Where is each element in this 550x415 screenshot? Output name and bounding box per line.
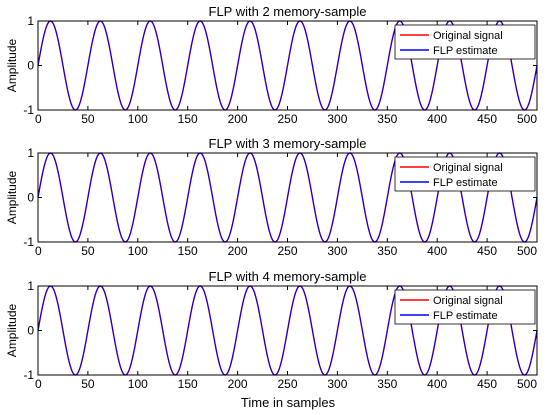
x-tick-label: 200 bbox=[228, 112, 248, 126]
x-tick-label: 150 bbox=[178, 112, 198, 126]
chart-title: FLP with 3 memory-sample bbox=[209, 136, 367, 151]
figure-x-axis-label: Time in samples bbox=[241, 395, 336, 410]
legend-entry-label: Original signal bbox=[433, 30, 503, 42]
y-tick-label: 0 bbox=[27, 59, 34, 73]
subplot-3: FLP with 4 memory-sample Amplitude 0 50 100 1… bbox=[5, 269, 538, 391]
x-tick-label: 250 bbox=[277, 244, 297, 258]
y-tick-label: 0 bbox=[27, 324, 34, 338]
x-tick-label: 400 bbox=[427, 244, 447, 258]
x-tick-label: 0 bbox=[35, 112, 42, 126]
x-tick-label: 500 bbox=[517, 112, 537, 126]
x-tick-label: 350 bbox=[377, 244, 397, 258]
x-tick-label: 0 bbox=[35, 244, 42, 258]
x-tick-label: 200 bbox=[228, 377, 248, 391]
x-tick-label: 300 bbox=[327, 377, 347, 391]
legend: Original signal FLP estimate bbox=[394, 289, 536, 325]
x-tick-label: 350 bbox=[377, 377, 397, 391]
x-tick-label: 200 bbox=[228, 244, 248, 258]
subplot-2: FLP with 3 memory-sample Amplitude 0 50 100 1… bbox=[5, 136, 538, 258]
x-tick-label: 450 bbox=[477, 377, 497, 391]
legend-box bbox=[394, 156, 536, 192]
legend-box bbox=[394, 24, 536, 60]
x-tick-label: 150 bbox=[178, 244, 198, 258]
y-tick-label: -1 bbox=[23, 235, 34, 249]
x-tick-label: 250 bbox=[277, 112, 297, 126]
x-tick-label: 400 bbox=[427, 377, 447, 391]
x-tick-label: 450 bbox=[477, 112, 497, 126]
legend-box bbox=[394, 289, 536, 325]
y-tick-label: 1 bbox=[27, 14, 34, 28]
legend: Original signal FLP estimate bbox=[394, 24, 536, 60]
y-axis-label: Amplitude bbox=[5, 39, 19, 93]
x-tick-label: 500 bbox=[517, 377, 537, 391]
x-tick-label: 100 bbox=[128, 244, 148, 258]
y-tick-label: 1 bbox=[27, 146, 34, 160]
legend-entry-label: Original signal bbox=[433, 162, 503, 174]
legend-entry-label: FLP estimate bbox=[433, 310, 498, 322]
chart-title: FLP with 4 memory-sample bbox=[209, 269, 367, 284]
x-tick-label: 50 bbox=[81, 377, 95, 391]
x-tick-label: 50 bbox=[81, 112, 95, 126]
y-tick-label: 0 bbox=[27, 191, 34, 205]
legend-entry-label: FLP estimate bbox=[433, 177, 498, 189]
x-tick-label: 250 bbox=[277, 377, 297, 391]
x-tick-label: 500 bbox=[517, 244, 537, 258]
x-tick-label: 100 bbox=[128, 112, 148, 126]
x-tick-label: 50 bbox=[81, 244, 95, 258]
x-tick-label: 150 bbox=[178, 377, 198, 391]
x-tick-label: 100 bbox=[128, 377, 148, 391]
legend-entry-label: FLP estimate bbox=[433, 45, 498, 57]
x-tick-label: 0 bbox=[35, 377, 42, 391]
subplot-1: FLP with 2 memory-sample Amplitude 0 50 100 1… bbox=[5, 4, 538, 126]
legend: Original signal FLP estimate bbox=[394, 156, 536, 192]
chart-title: FLP with 2 memory-sample bbox=[209, 4, 367, 19]
y-tick-label: -1 bbox=[23, 368, 34, 382]
x-tick-label: 350 bbox=[377, 112, 397, 126]
y-axis-label: Amplitude bbox=[5, 304, 19, 358]
y-tick-label: -1 bbox=[23, 103, 34, 117]
x-tick-label: 400 bbox=[427, 112, 447, 126]
y-axis-label: Amplitude bbox=[5, 171, 19, 225]
x-tick-label: 450 bbox=[477, 244, 497, 258]
x-tick-label: 300 bbox=[327, 244, 347, 258]
x-tick-label: 300 bbox=[327, 112, 347, 126]
legend-entry-label: Original signal bbox=[433, 295, 503, 307]
y-tick-label: 1 bbox=[27, 279, 34, 293]
